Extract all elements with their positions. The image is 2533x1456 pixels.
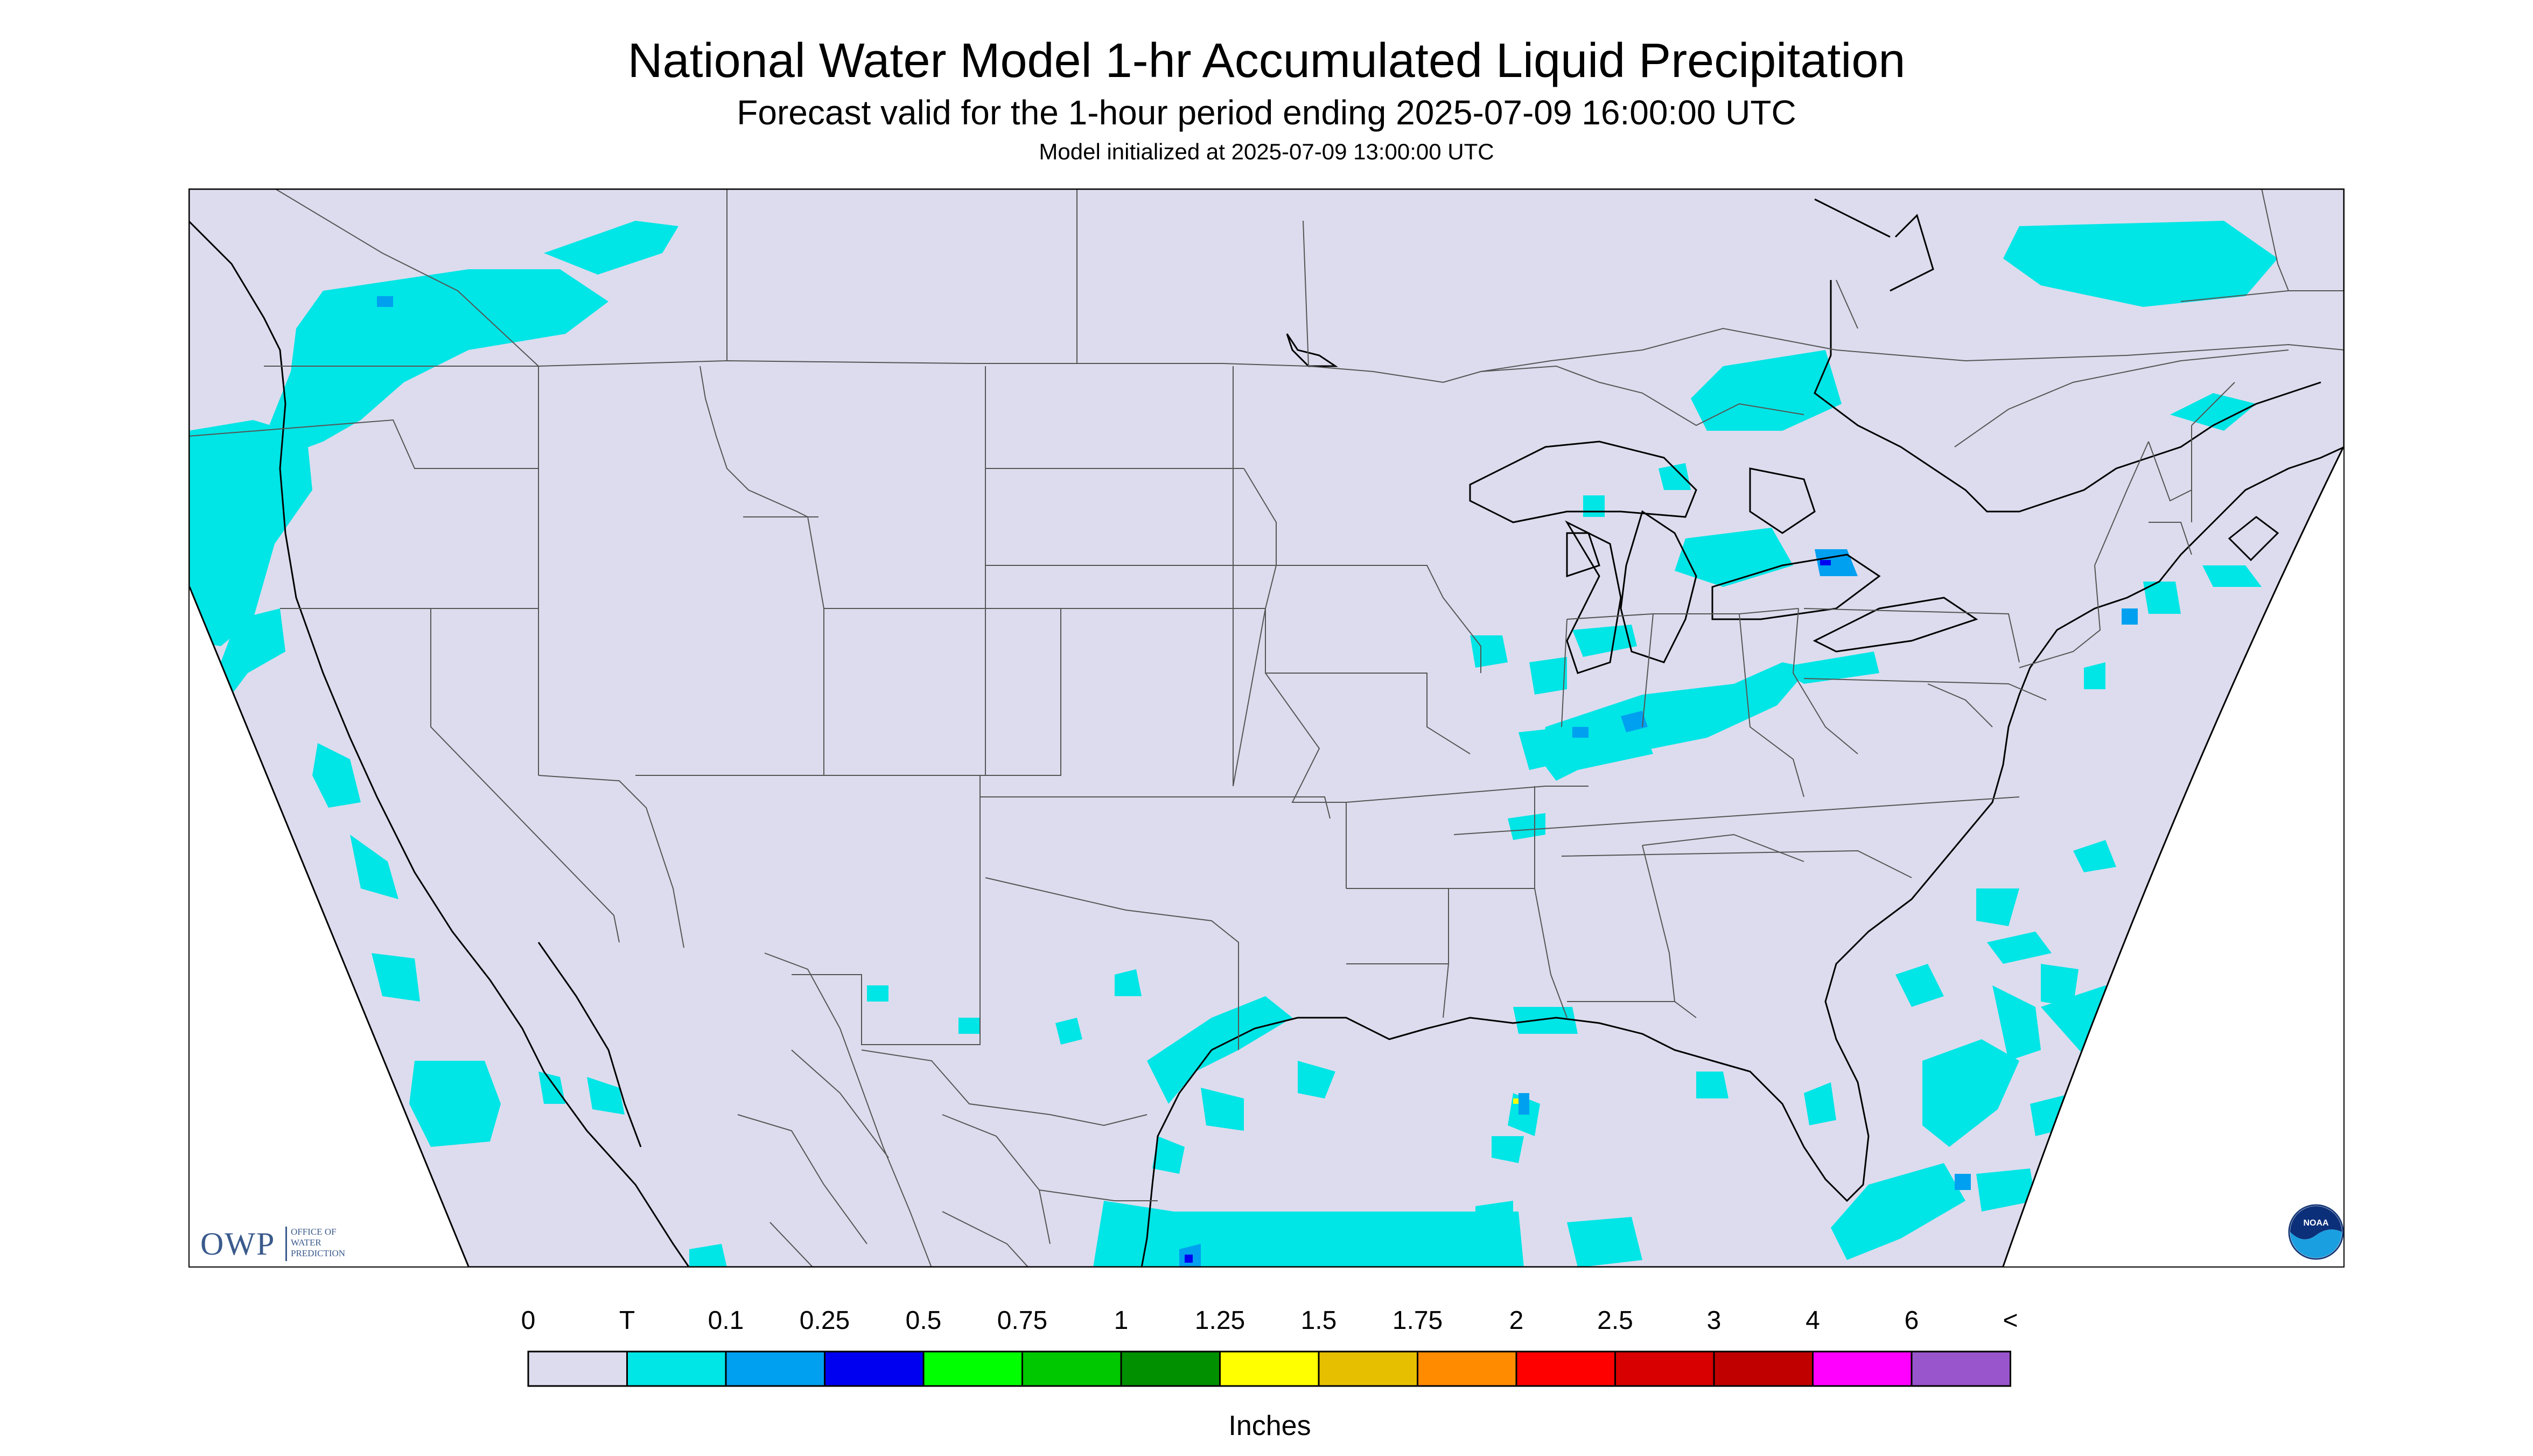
model-init-time: Model initialized at 2025-07-09 13:00:00… (1039, 139, 1494, 164)
legend-swatch (824, 1350, 925, 1387)
owp-logo-line-1: OFFICE OF (291, 1227, 337, 1237)
legend-tick-label: 0.1 (708, 1306, 744, 1335)
outside-domain (190, 447, 2343, 1266)
legend-tick-label: 1 (1114, 1306, 1129, 1335)
legend-labels: 0 T 0.1 0.25 0.5 0.75 1 1.25 1.5 1.75 2 2.5 3 4 6 < (521, 1306, 2018, 1335)
legend-tick-label: 3 (1707, 1306, 1722, 1335)
owp-logo-line-3: PREDICTION (291, 1248, 346, 1258)
legend-tick-label: < (2003, 1306, 2018, 1335)
legend-tick-label: 2.5 (1597, 1306, 1633, 1335)
noaa-logo: NOAA (2288, 1204, 2344, 1260)
map-title: National Water Model 1-hr Accumulated Li… (627, 34, 1906, 88)
legend-swatch (1021, 1350, 1122, 1387)
legend-swatch (1515, 1350, 1616, 1387)
legend-swatch (922, 1350, 1023, 1387)
legend-tick-label: 1.25 (1195, 1306, 1245, 1335)
legend-swatch (527, 1350, 628, 1387)
noaa-logo-text: NOAA (2303, 1219, 2329, 1228)
legend-swatch (626, 1350, 727, 1387)
legend-tick-label: 0.5 (906, 1306, 942, 1335)
legend-tick-label: 4 (1806, 1306, 1820, 1335)
legend-unit-label: Inches (1228, 1410, 1311, 1441)
precipitation-map (188, 188, 2345, 1268)
legend-tick-label: 1.75 (1393, 1306, 1443, 1335)
legend-tick-label: T (619, 1306, 635, 1335)
legend-swatches (527, 1350, 2011, 1387)
precip-moderate-areas (1185, 560, 1831, 1263)
legend-swatch (1219, 1350, 1320, 1387)
legend-tick-label: 0 (521, 1306, 536, 1335)
legend-swatch (1911, 1350, 2011, 1387)
owp-logo: OWP OFFICE OF WATER PREDICTION (200, 1223, 373, 1266)
owp-logo-mark: OWP (200, 1226, 276, 1262)
legend-swatch (1614, 1350, 1715, 1387)
legend-swatch (1812, 1350, 1913, 1387)
state-borders (188, 188, 2345, 1268)
owp-logo-line-2: WATER (291, 1237, 321, 1248)
legend-swatch (1120, 1350, 1221, 1387)
legend-swatch (1318, 1350, 1418, 1387)
map-frame (188, 188, 2345, 1268)
legend-swatch (1713, 1350, 1814, 1387)
map-subtitle: Forecast valid for the 1-hour period end… (737, 93, 1796, 132)
precip-trace-areas (188, 221, 2294, 1268)
legend-tick-label: 2 (1509, 1306, 1524, 1335)
coastlines (188, 198, 2345, 1268)
legend-tick-label: 0.75 (997, 1306, 1047, 1335)
map-background (188, 188, 2345, 1268)
legend-tick-label: 1.5 (1301, 1306, 1337, 1335)
legend-swatch (1417, 1350, 1517, 1387)
legend-tick-label: 6 (1905, 1306, 1919, 1335)
legend-tick-label: 0.25 (800, 1306, 850, 1335)
legend-swatch (725, 1350, 825, 1387)
